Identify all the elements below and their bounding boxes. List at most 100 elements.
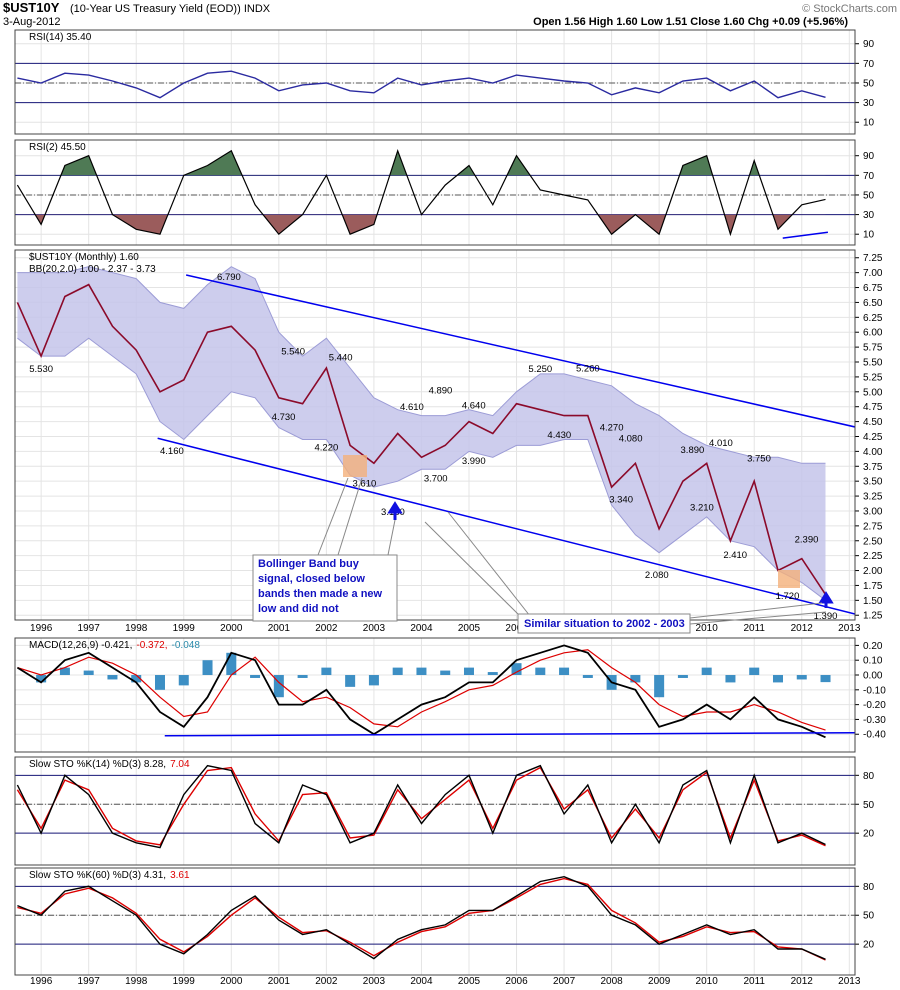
peak-label: 4.220 xyxy=(314,442,338,453)
legend-entry: 3.61 xyxy=(170,870,190,881)
peak-label: 3.750 xyxy=(747,453,771,464)
oversold-fill xyxy=(35,214,793,235)
y-tick-label: 7.25 xyxy=(863,253,883,264)
legend: Slow STO %K(60) %D(3) 4.31, 3.61 xyxy=(29,870,190,881)
x-tick-label: 1999 xyxy=(173,623,196,634)
x-tick-label: 2006 xyxy=(505,623,528,634)
legend-entry: 7.04 xyxy=(170,759,190,770)
fill-group xyxy=(17,150,826,176)
peak-label: 3.340 xyxy=(609,495,633,506)
panel xyxy=(15,140,855,245)
x-tick-label: 2000 xyxy=(220,976,243,987)
legend: RSI(2) 45.50 xyxy=(29,142,86,153)
y-tick-label: 1.25 xyxy=(863,611,883,622)
series-line xyxy=(16,764,826,849)
x-tick-label: 1998 xyxy=(125,623,148,634)
peak-label: 5.440 xyxy=(329,353,353,364)
legend-entry: $UST10Y (Monthly) 1.60 xyxy=(29,252,139,263)
y-tick-label: -0.10 xyxy=(863,685,886,696)
panel xyxy=(15,757,855,865)
price-line xyxy=(16,283,827,595)
legend: MACD(12,26,9) -0.421, -0.372, -0.048 xyxy=(29,640,200,651)
arrow xyxy=(387,501,403,520)
peak-label: 5.250 xyxy=(528,364,552,375)
panel-border xyxy=(14,249,856,621)
x-tick-label: 1998 xyxy=(125,976,148,987)
callout-box xyxy=(517,613,691,634)
histogram-bar xyxy=(131,675,142,683)
histogram-bar xyxy=(820,675,831,683)
y-tick-label: 50 xyxy=(863,800,875,811)
y-tick-label: 3.00 xyxy=(863,506,883,517)
histogram-bar xyxy=(749,667,760,676)
y-tick-label: 6.25 xyxy=(863,313,883,324)
y-tick-label: 20 xyxy=(863,829,875,840)
histogram-bar xyxy=(582,675,593,678)
x-tick-label: 2007 xyxy=(553,976,576,987)
series-line xyxy=(17,877,826,961)
peak-label: 4.160 xyxy=(160,446,184,457)
legend-entry: -0.372, xyxy=(136,640,167,651)
x-tick-label: 2011 xyxy=(743,623,765,634)
histogram-bar xyxy=(701,667,712,676)
x-tick-label: 2009 xyxy=(648,976,671,987)
y-tick-label: 4.75 xyxy=(863,402,883,413)
histogram-bar xyxy=(154,675,165,690)
series-line xyxy=(17,875,826,960)
peak-label: 3.990 xyxy=(462,456,486,467)
y-tick-label: 6.50 xyxy=(863,298,883,309)
y-tick-label: 0.00 xyxy=(863,671,883,682)
rsi-line xyxy=(16,148,826,237)
histogram-bar xyxy=(36,675,47,683)
peak-label: 2.390 xyxy=(795,534,819,545)
x-tick-label: 2011 xyxy=(743,976,765,987)
y-tick-label: 10 xyxy=(863,230,875,241)
y-tick-label: 90 xyxy=(863,151,875,162)
callout-text: Similar situation to 2002 - 2003 xyxy=(524,618,685,630)
histogram-bar xyxy=(107,675,118,680)
legend: $UST10Y (Monthly) 1.60 xyxy=(29,252,139,263)
y-tick-label: 3.75 xyxy=(863,462,883,473)
panel-border xyxy=(14,867,856,976)
leader-line xyxy=(689,611,827,625)
histogram-bar xyxy=(559,667,570,676)
callout-text: signal, closed below xyxy=(258,573,365,585)
peak-label: 5.540 xyxy=(281,347,305,358)
y-tick-label: 5.50 xyxy=(863,358,883,369)
x-tick-label: 2013 xyxy=(838,623,861,634)
x-tick-label: 2010 xyxy=(696,623,719,634)
x-tick-label: 2003 xyxy=(363,976,386,987)
leader-line xyxy=(689,602,823,619)
y-tick-label: 4.25 xyxy=(863,432,883,443)
y-tick-label: 4.00 xyxy=(863,447,883,458)
x-tick-label: 2003 xyxy=(363,623,386,634)
callout-box xyxy=(252,554,398,622)
y-tick-label: 2.25 xyxy=(863,551,883,562)
peak-label: 4.010 xyxy=(709,438,733,449)
y-tick-label: 70 xyxy=(863,171,875,182)
peak-label: 3.610 xyxy=(353,479,377,490)
histogram-bar xyxy=(368,675,379,686)
callout-text: low and did not xyxy=(258,603,339,615)
legend-entry: RSI(14) 35.40 xyxy=(29,32,92,43)
y-tick-label: 2.00 xyxy=(863,566,883,577)
y-tick-label: -0.30 xyxy=(863,715,886,726)
x-tick-label: 2006 xyxy=(505,976,528,987)
histogram-bar xyxy=(250,675,261,678)
histogram-bar xyxy=(772,675,783,683)
x-tick-label: 1996 xyxy=(30,623,53,634)
y-tick-label: -0.20 xyxy=(863,700,886,711)
peak-label: 4.610 xyxy=(400,402,424,413)
y-tick-label: 1.50 xyxy=(863,596,883,607)
peak-label: 4.430 xyxy=(547,430,571,441)
histogram-bar xyxy=(725,675,736,683)
panel-border xyxy=(14,139,856,246)
histogram-bar xyxy=(654,675,665,698)
y-tick-label: 50 xyxy=(863,911,875,922)
bollinger-upper xyxy=(17,266,826,464)
overbought-fill xyxy=(17,150,826,176)
y-tick-label: 3.25 xyxy=(863,492,883,503)
highlight-box xyxy=(343,455,367,477)
histogram-bar xyxy=(440,670,451,676)
